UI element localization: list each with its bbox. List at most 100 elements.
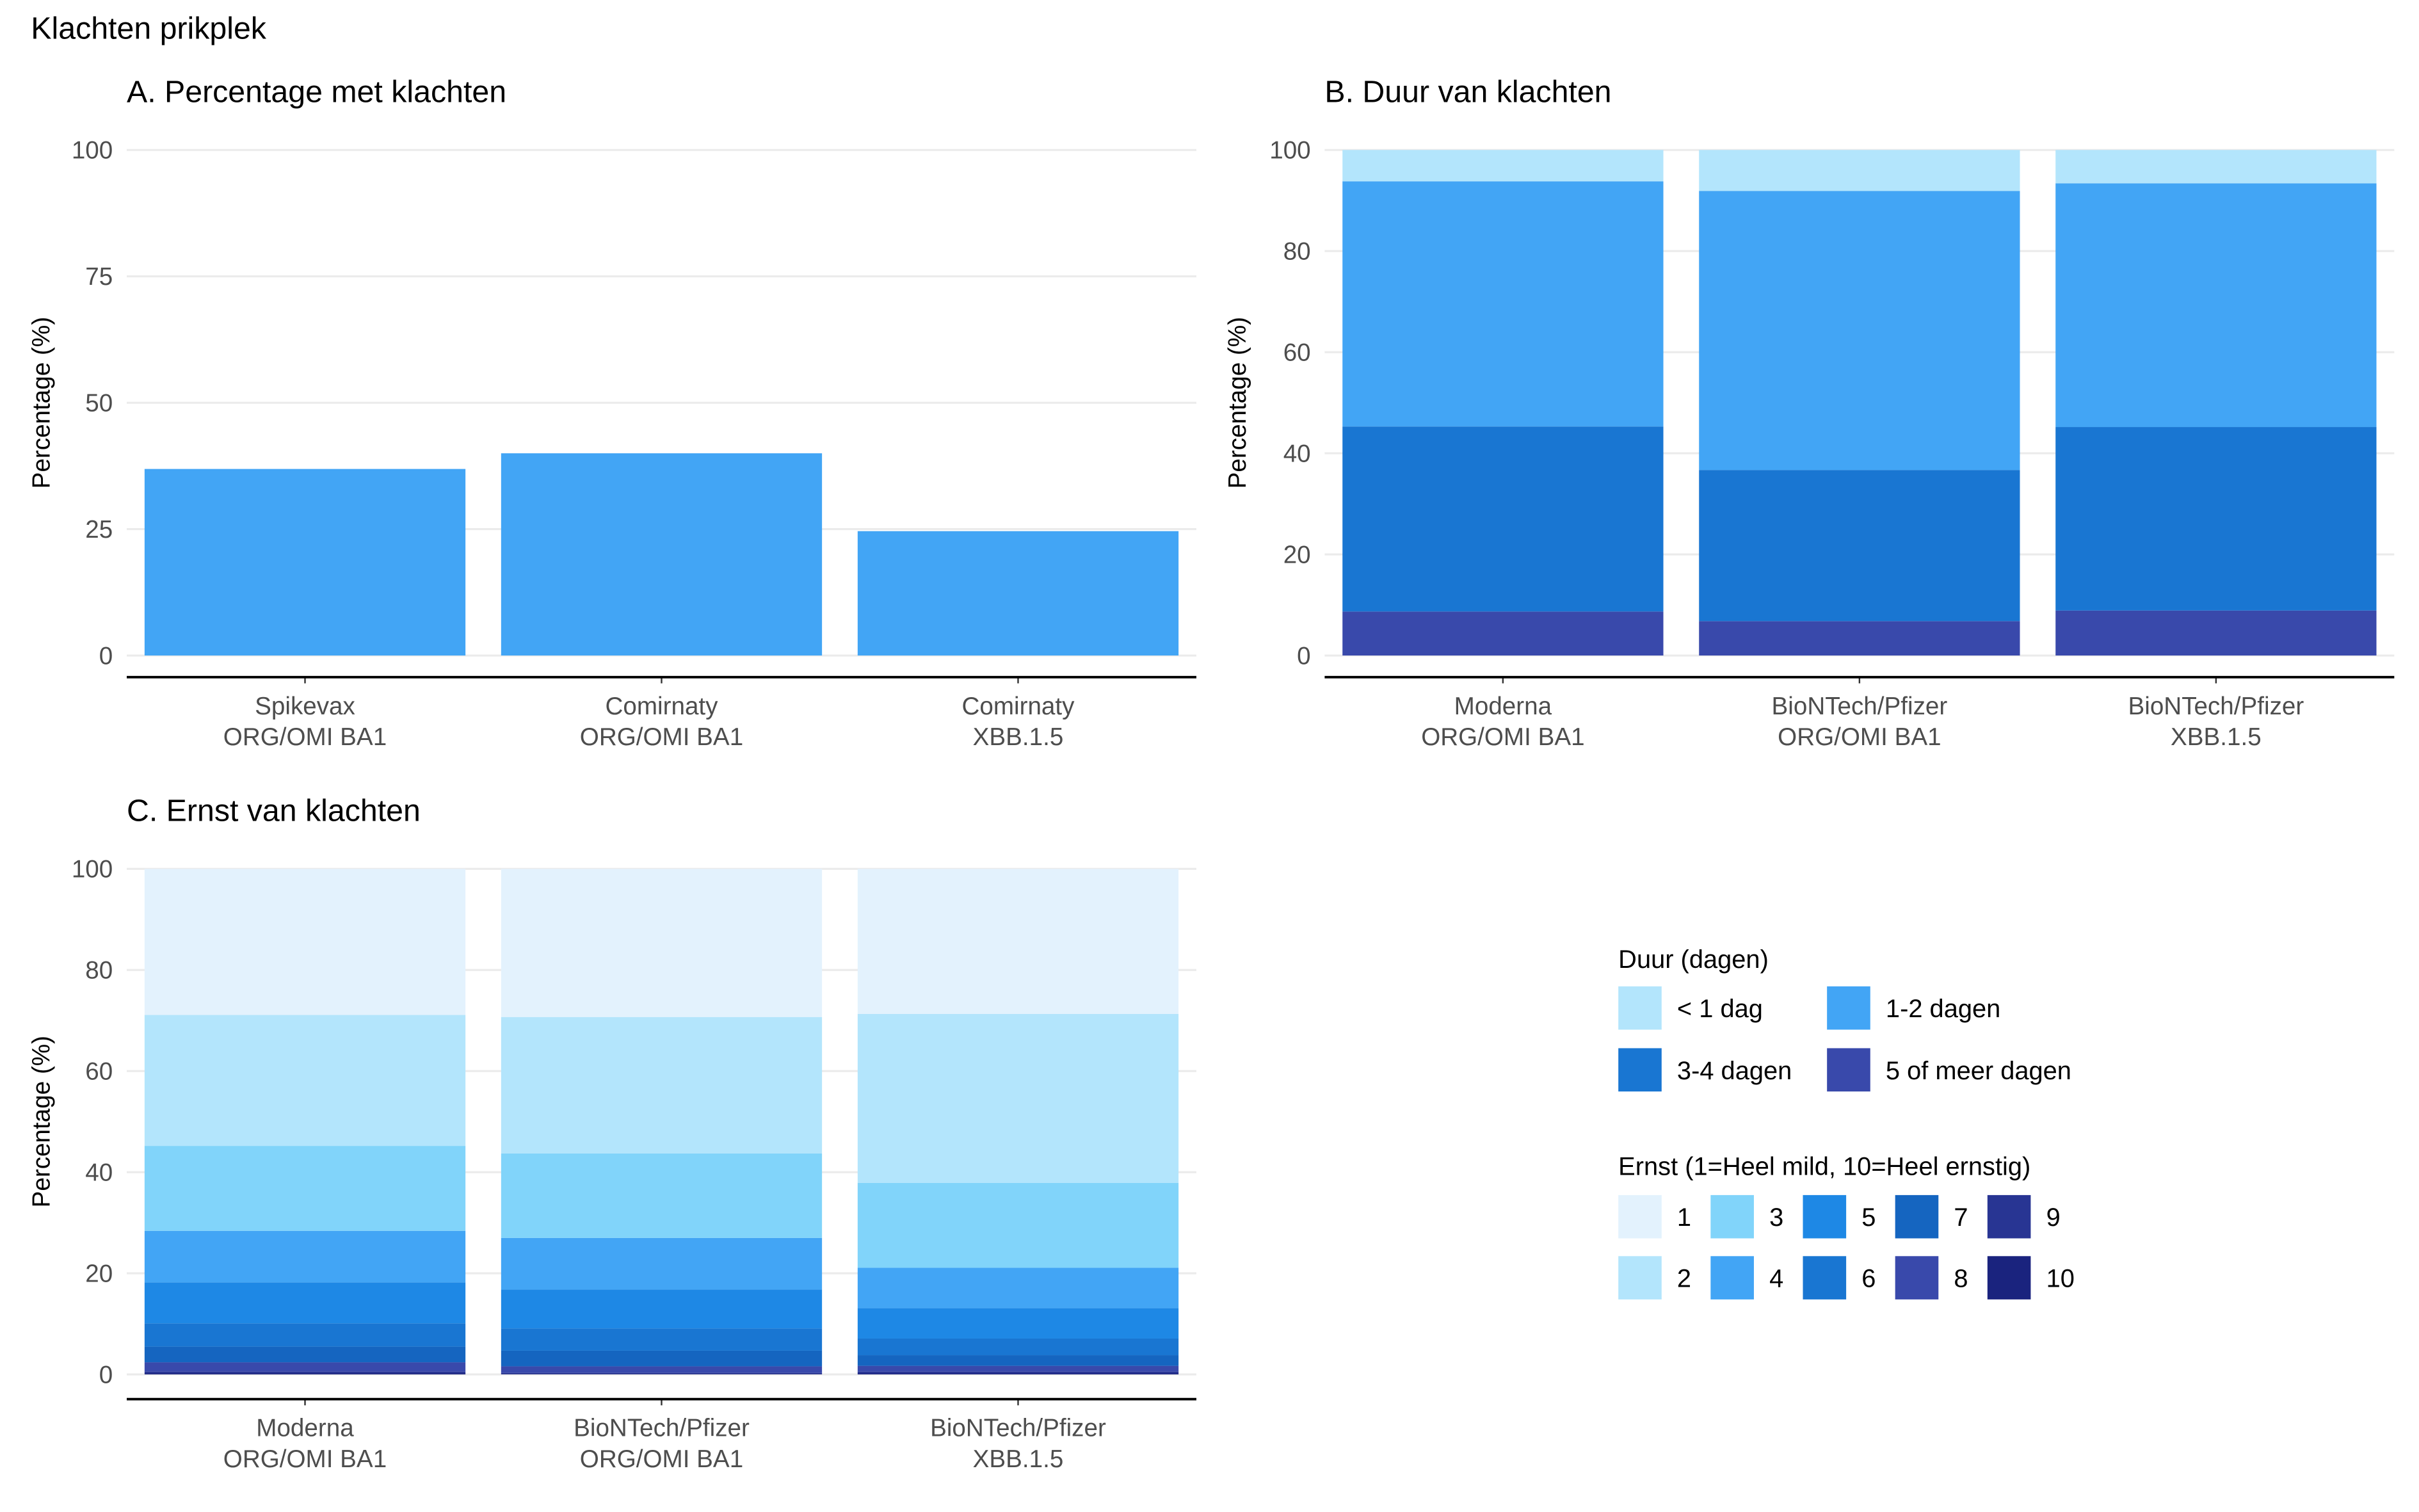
bar-segment-2 [501, 1017, 823, 1154]
y-tick-label: 0 [99, 1361, 113, 1388]
bar-segment-5-of-meer-dagen [2055, 610, 2377, 656]
legend-ernst-title: Ernst (1=Heel mild, 10=Heel ernstig) [1618, 1152, 2030, 1180]
legend-label: 1 [1677, 1203, 1691, 1232]
bar-segment-7 [144, 1346, 466, 1363]
y-tick-label: 40 [85, 1159, 113, 1186]
bar-segment-7 [857, 1355, 1179, 1366]
bar-segment-5 [857, 1308, 1179, 1339]
y-tick-label: 50 [85, 389, 113, 417]
panel-a-percentage-chart: A. Percentage met klachten 0 25 50 75 100 Perc… [28, 74, 1196, 751]
bar-segment-5 [501, 1289, 823, 1329]
y-tick-label: 100 [72, 856, 113, 883]
bar-segment-8 [501, 1366, 823, 1373]
bar-segment-1-2-dagen [1342, 181, 1664, 427]
x-tick-label: XBB.1.5 [973, 723, 1064, 751]
bar [857, 531, 1179, 656]
x-tick-label: ORG/OMI BA1 [1778, 723, 1941, 751]
legend-swatch [1803, 1256, 1847, 1299]
bar-segment-5 [144, 1282, 466, 1324]
bar-segment-1 [144, 869, 466, 1015]
x-tick-label: BioNTech/Pfizer [2128, 693, 2304, 720]
legend-label: 5 [1861, 1203, 1876, 1232]
legend-label: 9 [2046, 1203, 2061, 1232]
y-tick-label: 0 [1297, 642, 1310, 670]
bar-segment-2 [857, 1013, 1179, 1183]
y-axis-label: Percentage (%) [1224, 317, 1251, 488]
legend-ernst: Ernst (1=Heel mild, 10=Heel ernstig) 1 2 3… [1618, 1152, 2075, 1299]
panel-title: C. Ernst van klachten [127, 793, 421, 828]
legend-label: 2 [1677, 1265, 1691, 1293]
legend-label: 3 [1769, 1203, 1783, 1232]
bar-segment-4 [144, 1230, 466, 1283]
legend-swatch [1803, 1194, 1847, 1239]
bar-segment-9 [144, 1371, 466, 1374]
x-tick-label: Comirnaty [605, 693, 718, 720]
y-tick-label: 60 [1283, 339, 1311, 366]
bar-segment-9 [501, 1372, 823, 1374]
legend-swatch [1827, 986, 1870, 1030]
bar-segment-9 [857, 1371, 1179, 1374]
x-tick-label: Moderna [256, 1415, 354, 1442]
legend-label: 10 [2046, 1265, 2075, 1293]
x-tick-label: ORG/OMI BA1 [223, 1445, 387, 1473]
bar-segment-1 [857, 869, 1179, 1014]
legend-swatch [1618, 1048, 1662, 1092]
x-tick-label: BioNTech/Pfizer [1772, 693, 1948, 720]
bar-segment-1-2-dagen [2055, 183, 2377, 428]
x-tick-label: ORG/OMI BA1 [580, 723, 743, 751]
legend-swatch [1895, 1194, 1939, 1239]
x-tick-label: ORG/OMI BA1 [580, 1445, 743, 1473]
legend-swatch [1987, 1256, 2031, 1299]
legend-label: 3-4 dagen [1677, 1057, 1792, 1085]
legend-duur: Duur (dagen) < 1 dag 1-2 dagen 3-4 dagen 5 … [1618, 945, 2071, 1092]
y-tick-label: 0 [99, 642, 113, 670]
y-tick-label: 80 [85, 957, 113, 985]
figure-title: Klachten prikplek [31, 11, 266, 45]
bar-segment-3 [144, 1146, 466, 1231]
legend-label: 1-2 dagen [1886, 995, 2000, 1023]
legend-swatch [1710, 1194, 1754, 1239]
y-tick-label: 80 [1283, 237, 1311, 265]
bar-segment-1 [501, 869, 823, 1017]
bar-segment--1-dag [2055, 150, 2377, 184]
y-tick-label: 75 [85, 263, 113, 291]
x-tick-label: ORG/OMI BA1 [1421, 723, 1584, 751]
bar [144, 469, 466, 656]
bar-segment-3-4-dagen [1342, 426, 1664, 612]
legend-label: 8 [1954, 1265, 1968, 1293]
y-tick-label: 40 [1283, 440, 1311, 467]
x-tick-label: Moderna [1454, 693, 1552, 720]
x-tick-label: BioNTech/Pfizer [930, 1415, 1106, 1442]
bar-segment-6 [501, 1328, 823, 1351]
panel-title: A. Percentage met klachten [127, 74, 506, 109]
y-tick-label: 20 [85, 1260, 113, 1287]
legend-swatch [1895, 1256, 1939, 1299]
legend-label: < 1 dag [1677, 995, 1763, 1023]
bar-segment-1-2-dagen [1699, 191, 2020, 470]
bar-segment-8 [857, 1365, 1179, 1372]
bar-segment-2 [144, 1015, 466, 1146]
y-axis-label: Percentage (%) [28, 317, 55, 488]
legend-label: 7 [1954, 1203, 1968, 1232]
legend-duur-title: Duur (dagen) [1618, 945, 1769, 974]
x-tick-label: Comirnaty [961, 693, 1075, 720]
bar-segment-10 [144, 1373, 466, 1375]
panel-c-severity-chart: C. Ernst van klachten 0 20 40 60 80 100 Percent… [28, 793, 1196, 1473]
x-tick-label: Spikevax [255, 693, 355, 720]
legend-swatch [1710, 1256, 1754, 1299]
legend-swatch [1827, 1048, 1870, 1092]
y-tick-label: 100 [1269, 137, 1310, 165]
bar-segment-7 [501, 1350, 823, 1367]
x-tick-label: XBB.1.5 [2171, 723, 2262, 751]
bar-segment-10 [857, 1373, 1179, 1375]
y-tick-label: 20 [1283, 541, 1311, 568]
legend-swatch [1987, 1194, 2031, 1239]
legend-swatch [1618, 1194, 1662, 1239]
panel-b-duration-chart: B. Duur van klachten 0 20 40 60 80 100 Percenta… [1224, 74, 2395, 751]
bar-segment-3 [857, 1182, 1179, 1268]
panel-title: B. Duur van klachten [1324, 74, 1611, 109]
bar [501, 453, 823, 656]
y-tick-label: 100 [72, 137, 113, 165]
bar-segment-3-4-dagen [1699, 470, 2020, 622]
bar-segment--1-dag [1699, 150, 2020, 191]
